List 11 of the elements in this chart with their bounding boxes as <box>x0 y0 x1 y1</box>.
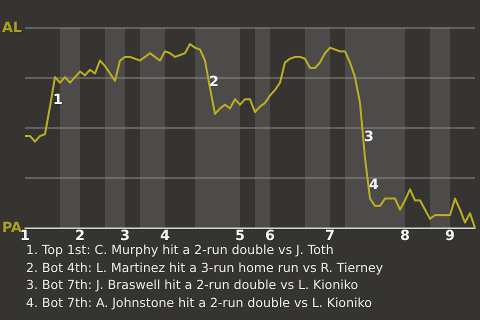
x-tick-label: 9 <box>445 228 455 244</box>
annotation: 1 <box>53 91 63 109</box>
annotation: 3 <box>364 128 374 146</box>
text: 3. Bot 7th: J. Braswell hit a 2-run double vs L. Kioniko <box>26 276 360 294</box>
text: PA <box>2 219 22 236</box>
annotation: 2 <box>209 73 219 91</box>
x-tick-label: 8 <box>400 228 410 244</box>
text: 2. Bot 4th: L. Martinez hit a 3-run home run vs R. Tierney <box>26 258 384 276</box>
annotation: 4 <box>369 176 379 194</box>
text: 4. Bot 7th: A. Johnstone hit a 2-run double vs L. Kioniko <box>26 294 373 311</box>
text: AL <box>2 19 22 37</box>
